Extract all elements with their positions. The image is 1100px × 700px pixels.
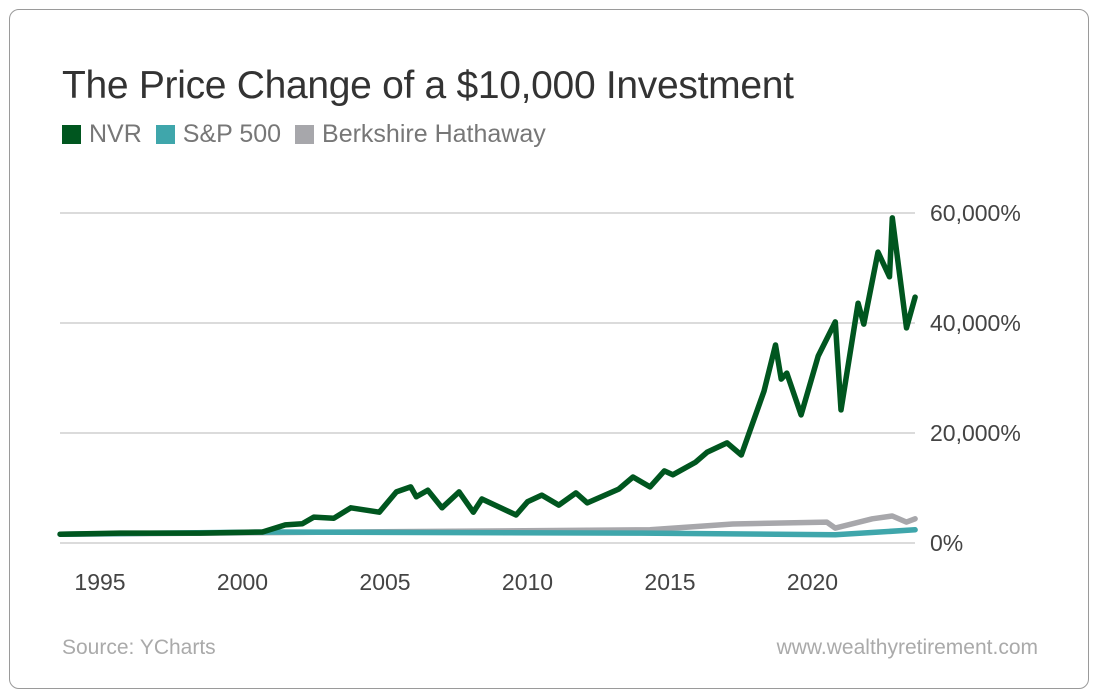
legend-item-berkshire: Berkshire Hathaway [295,120,546,149]
y-tick-label: 60,000% [930,200,1021,226]
legend-item-sp500: S&P 500 [155,120,282,149]
source-note: Source: YCharts [62,636,216,659]
legend-swatch [155,125,175,144]
legend-swatch [62,125,81,144]
series-line-nvr [57,215,918,537]
site-url: www.wealthyretirement.com [776,636,1038,659]
legend-item-nvr: NVR [62,120,142,149]
y-tick-label: 40,000% [930,310,1021,336]
chart-title: The Price Change of a $10,000 Investment [62,64,794,107]
y-tick-label: 0% [930,530,963,556]
y-tick-label: 20,000% [930,420,1021,446]
legend: NVR S&P 500 Berkshire Hathaway [62,120,546,149]
x-tick-label: 2005 [359,569,410,595]
legend-swatch [295,125,315,144]
x-tick-label: 2010 [502,569,553,595]
x-tick-label: 1995 [74,569,125,595]
legend-label: S&P 500 [182,120,282,148]
chart-card [9,9,1089,689]
legend-label: NVR [89,120,142,148]
x-tick-label: 2000 [217,569,268,595]
x-tick-label: 2015 [644,569,695,595]
legend-label: Berkshire Hathaway [322,120,546,148]
x-tick-label: 2020 [787,569,838,595]
